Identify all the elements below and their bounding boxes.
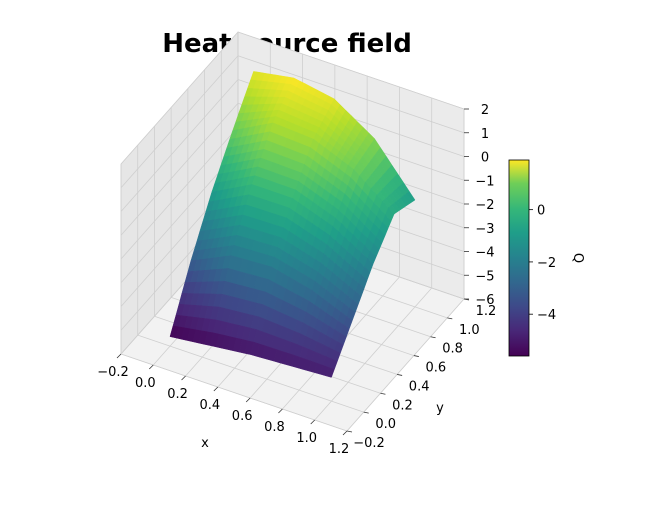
y-tick-label: 1.0 xyxy=(459,323,480,338)
x-tick-label: −0.2 xyxy=(97,365,129,380)
colorbar-ticks: −4 −2 0 xyxy=(529,204,556,323)
grid-line-x-floor xyxy=(346,298,465,432)
grid-line-z-left xyxy=(120,102,239,236)
z-tick-label: −1 xyxy=(475,174,494,189)
grid-line-z-left xyxy=(120,126,239,260)
x-tick xyxy=(213,386,219,392)
x-tick xyxy=(278,408,283,414)
grid-line-z-back xyxy=(237,31,465,110)
x-tick-label: 0.6 xyxy=(232,409,253,424)
z-tick-label: −6 xyxy=(475,293,494,308)
z-tick-label: 0 xyxy=(481,151,489,166)
x-tick xyxy=(116,353,122,359)
colorbar-label: Q xyxy=(570,253,585,263)
x-tick xyxy=(342,430,348,436)
y-tick xyxy=(430,336,436,339)
colorbar-tick-label: −4 xyxy=(537,308,556,323)
grid-line-z-left xyxy=(120,55,239,189)
y-tick xyxy=(413,355,419,357)
x-tick xyxy=(149,364,154,370)
z-tick-label: −2 xyxy=(475,198,494,213)
y-tick-label: 0.0 xyxy=(375,417,396,432)
grid-line-y-floor xyxy=(120,353,348,432)
x-tick xyxy=(181,375,186,381)
y-tick-label: 0.6 xyxy=(426,361,447,376)
y-tick-label: 0.8 xyxy=(442,342,463,357)
z-tick-label: 2 xyxy=(481,103,489,118)
grid-line-z-back xyxy=(237,55,465,134)
y-tick xyxy=(447,317,453,320)
grid-line-z-left xyxy=(120,31,239,165)
y-tick xyxy=(397,374,403,376)
grid-line-z-left xyxy=(120,79,239,212)
axis-ticks: −0.20.00.20.40.60.81.01.2 −0.20.00.20.40.… xyxy=(97,103,496,457)
y-tick xyxy=(363,411,369,414)
surface-mesh xyxy=(169,71,416,378)
grid-line-x-floor xyxy=(314,287,433,421)
z-tick-label: −5 xyxy=(475,269,494,284)
colorbar-fill xyxy=(508,159,530,357)
x-tick xyxy=(245,397,251,403)
x-tick-label: 0.2 xyxy=(167,387,188,402)
grid-line-y-floor xyxy=(137,334,364,413)
y-tick xyxy=(346,430,353,433)
x-tick-label: 0.4 xyxy=(200,398,221,413)
y-tick-label: 0.2 xyxy=(392,398,413,413)
x-tick-label: 0.0 xyxy=(135,376,156,391)
z-tick-label: −3 xyxy=(475,222,494,237)
y-axis-label: y xyxy=(436,401,444,416)
y-tick-label: −0.2 xyxy=(353,436,385,451)
x-tick xyxy=(310,419,315,425)
surface-patch xyxy=(325,366,335,378)
colorbar-tick-label: −2 xyxy=(537,256,556,271)
x-tick-label: 0.8 xyxy=(264,420,285,435)
colorbar: −4 −2 0 Q xyxy=(508,159,585,357)
y-tick xyxy=(380,392,386,395)
x-tick-label: 1.0 xyxy=(296,431,317,446)
z-tick-label: −4 xyxy=(475,246,494,261)
y-tick-label: 1.2 xyxy=(476,304,497,319)
x-axis-label: x xyxy=(201,436,209,451)
z-tick-label: 1 xyxy=(481,127,489,142)
colorbar-tick-label: 0 xyxy=(537,204,545,219)
y-tick-label: 0.4 xyxy=(409,379,430,394)
x-tick-label: 1.2 xyxy=(329,442,350,457)
